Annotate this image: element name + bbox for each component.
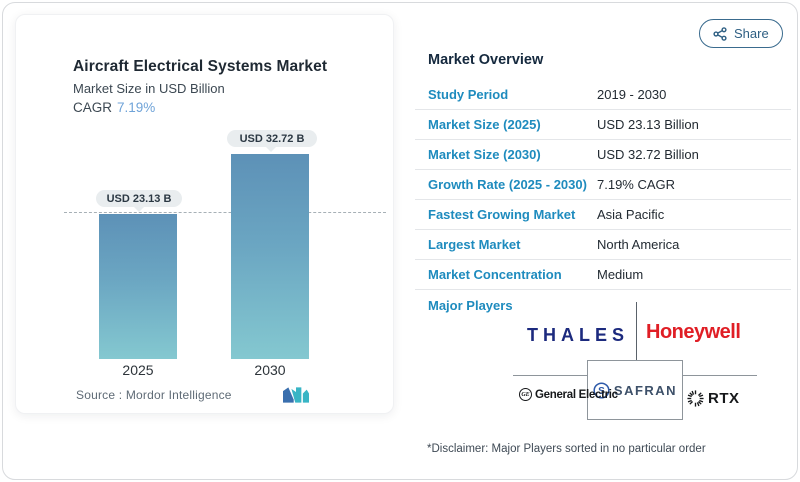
row-value: Asia Pacific — [597, 207, 665, 222]
chart-title: Aircraft Electrical Systems Market — [73, 58, 328, 75]
row-value: USD 23.13 Billion — [597, 117, 699, 132]
row-label: Fastest Growing Market — [428, 207, 576, 222]
cagr-label: CAGR — [73, 100, 113, 115]
rtx-logo-text: RTX — [708, 390, 740, 407]
honeywell-logo: Honeywell — [646, 321, 741, 343]
safran-logo-box: S SAFRAN — [587, 360, 683, 420]
bar-value-pointer-2030 — [266, 147, 276, 152]
bar-value-label-2030: USD 32.72 B — [227, 130, 317, 147]
disclaimer-text: *Disclaimer: Major Players sorted in no … — [427, 443, 706, 455]
market-chart-card: Aircraft Electrical Systems Market Marke… — [15, 14, 394, 414]
table-row-market-size-2030: Market Size (2030) USD 32.72 Billion — [415, 140, 791, 170]
bar-value-label-2025: USD 23.13 B — [96, 190, 182, 207]
general-electric-logo-text: General Electric — [535, 388, 618, 401]
row-label: Growth Rate (2025 - 2030) — [428, 177, 587, 192]
bar-2030 — [231, 154, 309, 359]
row-label: Market Size (2025) — [428, 117, 541, 132]
players-horizontal-line-right — [683, 375, 757, 376]
mordor-intelligence-logo-icon — [283, 387, 309, 403]
table-row-study-period: Study Period 2019 - 2030 — [415, 80, 791, 110]
table-row-market-concentration: Market Concentration Medium — [415, 260, 791, 290]
chart-cagr-line: CAGR 7.19% — [73, 100, 155, 115]
table-row-market-size-2025: Market Size (2025) USD 23.13 Billion — [415, 110, 791, 140]
major-players-label: Major Players — [428, 297, 513, 313]
cagr-value: 7.19% — [117, 100, 156, 115]
chart-subtitle: Market Size in USD Billion — [73, 81, 225, 96]
x-axis-label-2030: 2030 — [254, 362, 286, 378]
safran-logo: SAFRAN — [613, 382, 678, 398]
rtx-logo: RTX — [687, 390, 740, 407]
share-icon — [713, 26, 727, 41]
x-axis-label-2025: 2025 — [122, 362, 154, 378]
row-label: Market Concentration — [428, 267, 562, 282]
rtx-starburst-icon — [687, 390, 704, 407]
thales-logo: THALES — [527, 325, 629, 345]
players-horizontal-line-left — [513, 375, 587, 376]
general-electric-logo: GE General Electric — [519, 388, 618, 401]
row-value: 2019 - 2030 — [597, 87, 667, 102]
source-attribution: Source : Mordor Intelligence — [76, 388, 232, 402]
table-row-fastest-growing-market: Fastest Growing Market Asia Pacific — [415, 200, 791, 230]
table-row-major-players: Major Players — [415, 290, 791, 320]
players-vertical-divider — [636, 302, 637, 360]
table-row-largest-market: Largest Market North America — [415, 230, 791, 260]
row-label: Largest Market — [428, 237, 521, 252]
ge-monogram-icon: GE — [519, 388, 532, 401]
share-button[interactable]: Share — [699, 19, 783, 48]
reference-dashed-line — [64, 212, 386, 213]
overview-table: Study Period 2019 - 2030 Market Size (20… — [415, 80, 791, 320]
row-label: Study Period — [428, 87, 509, 102]
bar-2025 — [99, 214, 177, 359]
svg-text:S: S — [598, 386, 605, 397]
safran-s-icon: S — [593, 381, 610, 399]
overview-heading: Market Overview — [428, 52, 544, 68]
share-button-label: Share — [734, 26, 769, 41]
bar-value-pointer-2025 — [134, 207, 144, 212]
row-value: USD 32.72 Billion — [597, 147, 699, 162]
row-value: Medium — [597, 267, 644, 282]
table-row-growth-rate: Growth Rate (2025 - 2030) 7.19% CAGR — [415, 170, 791, 200]
row-value: North America — [597, 237, 680, 252]
row-label: Market Size (2030) — [428, 147, 541, 162]
row-value: 7.19% CAGR — [597, 177, 676, 192]
